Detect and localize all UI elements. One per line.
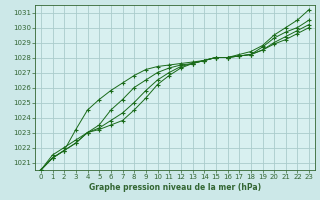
X-axis label: Graphe pression niveau de la mer (hPa): Graphe pression niveau de la mer (hPa) bbox=[89, 183, 261, 192]
